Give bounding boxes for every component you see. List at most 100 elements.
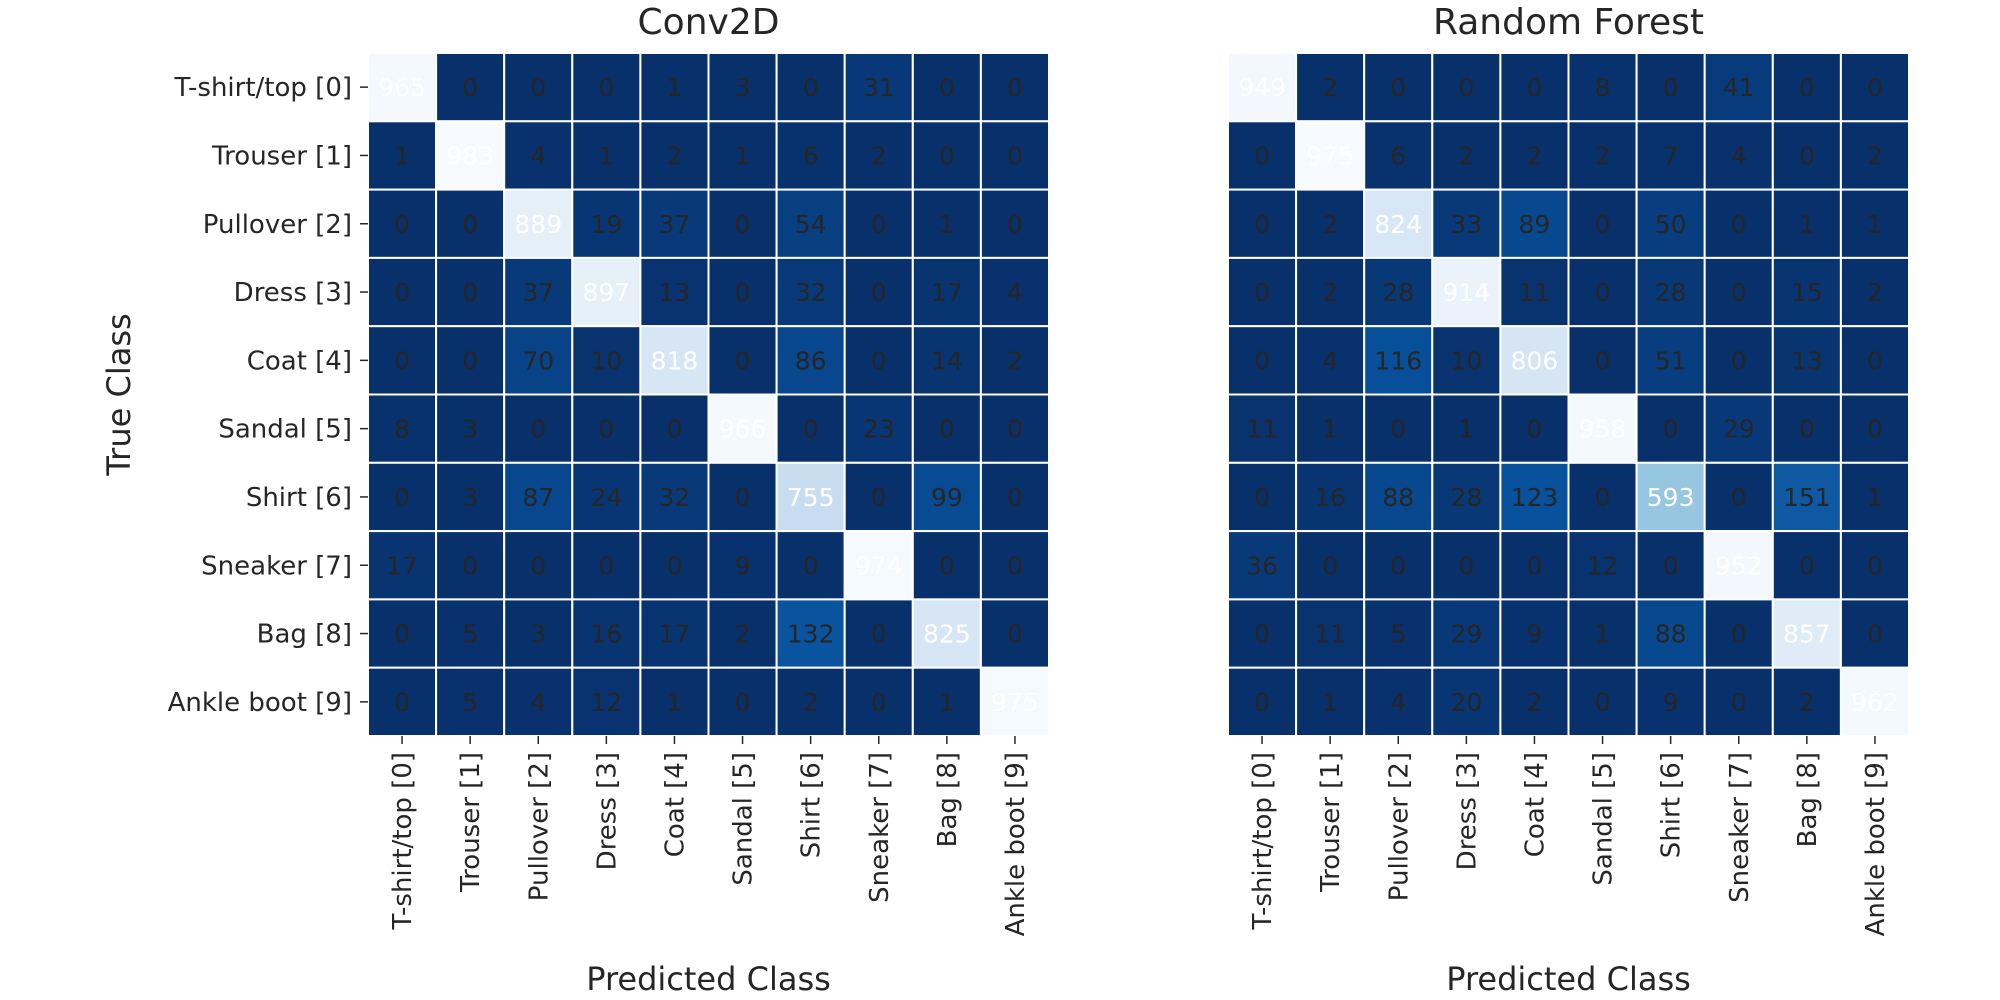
cell-value-label: 33 <box>1450 210 1482 239</box>
cell-value-label: 6 <box>803 141 819 170</box>
cell-value-label: 818 <box>651 346 699 375</box>
cell-value-label: 24 <box>590 483 622 512</box>
cell-value-label: 824 <box>1374 210 1422 239</box>
heatmap-cell <box>979 52 1051 123</box>
cell-value-label: 0 <box>1526 551 1542 580</box>
cell-value-label: 0 <box>735 688 751 717</box>
heatmap-cell <box>707 120 778 191</box>
cell-value-label: 0 <box>1595 483 1611 512</box>
cell-value-label: 37 <box>659 210 691 239</box>
heatmap-cell <box>979 120 1051 191</box>
cell-value-label: 0 <box>598 551 614 580</box>
heatmap-cell <box>435 598 506 669</box>
cell-value-label: 14 <box>931 346 963 375</box>
cell-value-label: 32 <box>659 483 691 512</box>
cell-value-label: 3 <box>462 415 478 444</box>
x-tick-label: Sandal [5] <box>729 752 759 886</box>
cell-value-label: 0 <box>394 210 410 239</box>
cell-value-label: 4 <box>1731 141 1747 170</box>
cell-value-label: 12 <box>590 688 622 717</box>
heatmap-cell <box>1227 598 1298 669</box>
cell-value-label: 0 <box>394 688 410 717</box>
cell-value-label: 1 <box>394 141 410 170</box>
heatmap-cell <box>1635 530 1706 601</box>
heatmap-cell <box>1363 52 1434 123</box>
cell-value-label: 4 <box>1322 346 1338 375</box>
cell-value-label: 0 <box>598 415 614 444</box>
heatmap-cell <box>1363 120 1434 191</box>
heatmap-cell <box>775 530 846 601</box>
heatmap-cell <box>775 325 846 396</box>
heatmap-cell <box>435 52 506 123</box>
heatmap-cell <box>1499 256 1570 328</box>
heatmap-cell <box>843 52 914 123</box>
heatmap-cell <box>435 188 506 259</box>
cell-value-label: 806 <box>1511 346 1559 375</box>
cell-value-label: 889 <box>514 210 562 239</box>
heatmap-cell <box>1363 530 1434 601</box>
cell-value-label: 0 <box>462 210 478 239</box>
x-tick-label: Trouser [1] <box>1316 752 1346 893</box>
cell-value-label: 1 <box>1458 415 1474 444</box>
cell-value-label: 0 <box>1595 278 1611 307</box>
cell-value-label: 0 <box>871 688 887 717</box>
heatmap-cell <box>1839 325 1911 396</box>
cell-value-label: 0 <box>871 278 887 307</box>
cell-value-label: 54 <box>795 210 827 239</box>
cell-value-label: 0 <box>1799 141 1815 170</box>
cell-value-label: 952 <box>1715 551 1763 580</box>
cell-value-label: 1 <box>666 73 682 102</box>
conv2d-heatmap-panel: 965 0 0 0 1 3 0 31 0 01 983 4 1 2 1 6 2 0 00 0 889 19 37 0 54 0 1 0… <box>100 2 1051 998</box>
heatmap-cell <box>1839 598 1911 669</box>
cell-value-label: 1 <box>939 210 955 239</box>
cell-value-label: 11 <box>1246 415 1278 444</box>
heatmap-cell <box>1635 325 1706 396</box>
cell-value-label: 1 <box>939 688 955 717</box>
x-tick-label: T-shirt/top [0] <box>388 752 418 930</box>
cell-value-label: 0 <box>1390 73 1406 102</box>
heatmap-cell <box>1499 120 1570 191</box>
heatmap-cell <box>1839 120 1911 191</box>
heatmap-cell <box>843 530 914 601</box>
cell-value-label: 0 <box>1390 415 1406 444</box>
y-tick-label: Trouser [1] <box>211 141 352 171</box>
cell-value-label: 1 <box>1322 415 1338 444</box>
heatmap-cell <box>1635 120 1706 191</box>
cell-value-label: 0 <box>871 620 887 649</box>
heatmap-cell <box>979 188 1051 259</box>
cell-value-label: 2 <box>1458 141 1474 170</box>
heatmap-cell <box>1499 530 1570 601</box>
heatmap-cell <box>1295 120 1366 191</box>
cell-value-label: 2 <box>1526 141 1542 170</box>
heatmap-cell <box>1227 461 1298 533</box>
cell-value-label: 16 <box>1314 483 1346 512</box>
heatmap-cell <box>571 530 642 601</box>
heatmap-cell <box>1295 393 1366 464</box>
y-tick-label: Bag [8] <box>257 620 352 650</box>
heatmap-cell <box>843 461 914 533</box>
heatmap-cell <box>1703 120 1774 191</box>
heatmap-cell <box>707 325 778 396</box>
heatmap-cell <box>1567 393 1638 464</box>
heatmap-cell <box>571 598 642 669</box>
heatmap-cell <box>1431 530 1502 601</box>
cell-value-label: 16 <box>590 620 622 649</box>
cell-value-label: 975 <box>1306 141 1354 170</box>
cell-value-label: 1 <box>1322 688 1338 717</box>
cell-value-label: 87 <box>522 483 554 512</box>
x-tick-label: Ankle boot [9] <box>1001 752 1031 936</box>
cell-value-label: 88 <box>1655 620 1687 649</box>
heatmap-cell <box>911 325 982 396</box>
cell-value-label: 0 <box>1254 688 1270 717</box>
x-tick-label: Trouser [1] <box>456 752 486 893</box>
cell-value-label: 17 <box>659 620 691 649</box>
heatmap-cell <box>707 461 778 533</box>
cell-value-label: 974 <box>855 551 903 580</box>
cell-value-label: 0 <box>462 551 478 580</box>
heatmap-cell <box>1431 325 1502 396</box>
cell-value-label: 0 <box>666 415 682 444</box>
heatmap-cell <box>1295 530 1366 601</box>
x-tick-label: Sneaker [7] <box>1725 752 1755 903</box>
cell-value-label: 11 <box>1519 278 1551 307</box>
